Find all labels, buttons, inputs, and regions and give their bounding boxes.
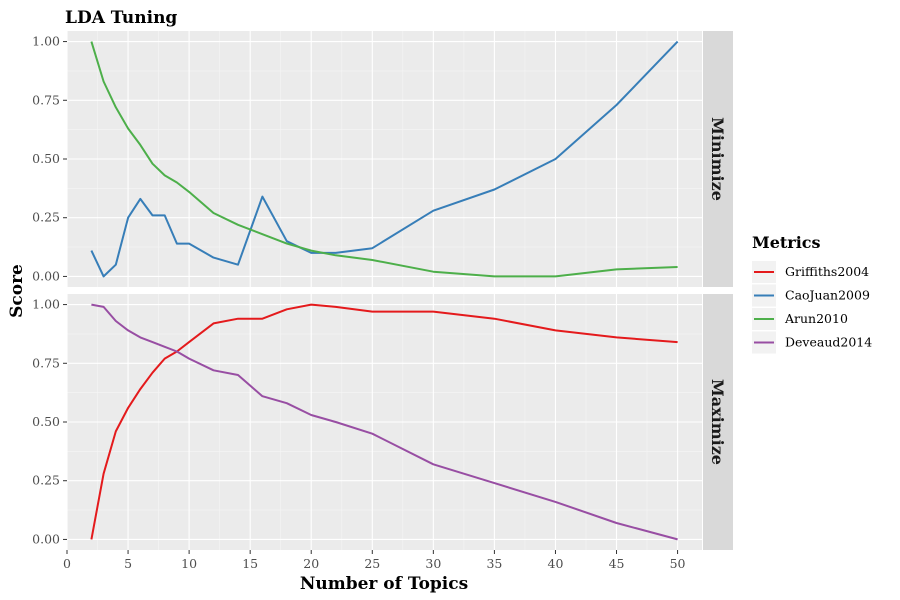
y-tick-label: 0.25 [32, 473, 60, 488]
x-tick-label: 5 [124, 556, 132, 571]
legend-item-griffiths2004: Griffiths2004 [752, 261, 869, 283]
x-tick-label: 25 [364, 556, 380, 571]
x-tick-label: 0 [63, 556, 71, 571]
y-tick-label: 0.75 [32, 355, 60, 370]
x-axis-title: Number of Topics [300, 574, 468, 594]
y-axis-title: Score [7, 264, 27, 318]
x-tick-label: 30 [425, 556, 441, 571]
series-line-griffiths2004 [90, 303, 678, 540]
y-tick-label: 1.00 [32, 34, 60, 49]
x-tick-label: 40 [548, 556, 564, 571]
facet-strip-label: Maximize [708, 379, 727, 465]
panel-minimize: 0.00 0.25 0.50 0.75 1.00 Minimize [32, 31, 733, 287]
series-line-deveaud2014 [91, 303, 678, 541]
legend-label: CaoJuan2009 [785, 288, 870, 303]
legend-label: Deveaud2014 [785, 335, 872, 350]
y-tick-label: 0.50 [32, 151, 60, 166]
x-tick-label: 45 [609, 556, 625, 571]
x-tick-label: 10 [181, 556, 197, 571]
y-tick-label: 0.00 [32, 531, 60, 546]
y-tick-label: 0.75 [32, 92, 60, 107]
legend-item-arun2010: Arun2010 [752, 308, 848, 330]
legend-item-deveaud2014: Deveaud2014 [752, 331, 872, 354]
legend: Metrics Griffiths2004 CaoJuan2009 Arun2010… [752, 233, 872, 354]
panel-maximize: 0.00 0.25 0.50 0.75 1.00 Maximize [32, 294, 733, 550]
y-tick-label: 0.25 [32, 210, 60, 225]
x-tick-label: 15 [242, 556, 258, 571]
x-axis: 0 5 10 15 20 25 30 35 40 45 50 [63, 550, 686, 571]
series-line-arun2010 [90, 41, 678, 278]
legend-title: Metrics [752, 233, 821, 252]
legend-label: Griffiths2004 [785, 264, 869, 279]
x-tick-label: 20 [303, 556, 319, 571]
y-tick-label: 0.50 [32, 414, 60, 429]
facet-strip-label: Minimize [708, 117, 727, 201]
facet-strip [703, 31, 733, 287]
y-tick-label: 0.00 [32, 268, 60, 283]
x-tick-label: 35 [486, 556, 502, 571]
chart-title: LDA Tuning [65, 8, 177, 28]
legend-label: Arun2010 [784, 311, 848, 326]
facet-panels: 0.00 0.25 0.50 0.75 1.00 Minimize 0.00 0.25 0.50… [32, 31, 733, 571]
facet-strip [703, 294, 733, 550]
x-tick-label: 50 [670, 556, 686, 571]
series-line-caojuan2009 [90, 40, 679, 278]
legend-item-caojuan2009: CaoJuan2009 [752, 284, 870, 307]
y-tick-label: 1.00 [32, 297, 60, 312]
